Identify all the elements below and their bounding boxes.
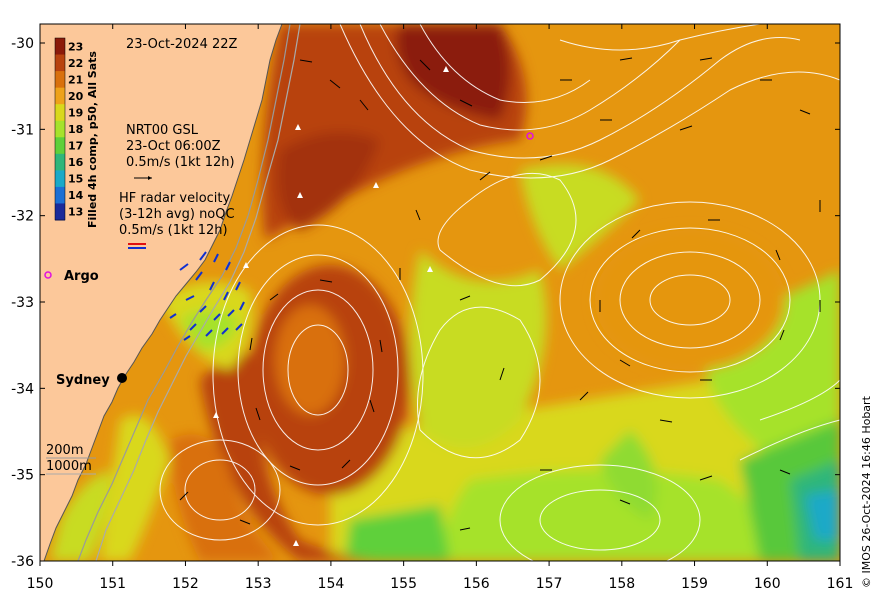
colorbar-tick-label: 15 xyxy=(68,173,83,186)
australia-land xyxy=(40,24,282,561)
colorbar-tick-label: 19 xyxy=(68,106,83,119)
map-plot-area xyxy=(40,24,840,561)
colorbar-swatch xyxy=(55,137,65,155)
x-tick-label: 152 xyxy=(172,576,199,592)
colorbar-swatch xyxy=(55,54,65,72)
colorbar-tick-label: 14 xyxy=(68,189,84,202)
x-tick-label: 160 xyxy=(754,576,781,592)
isobath-200m xyxy=(77,24,291,561)
isobath-1000m xyxy=(95,24,301,561)
colorbar-swatches xyxy=(55,38,65,221)
ssh-contours xyxy=(159,24,840,561)
x-tick-label: 156 xyxy=(463,576,490,592)
colorbar-label: Filled 4h comp, p50, All Sats xyxy=(86,51,99,228)
colorbar-tick-label: 13 xyxy=(68,206,83,219)
sydney-marker: Sydney xyxy=(56,373,127,388)
argo-float-marker[interactable] xyxy=(526,132,534,140)
hf-legend-line3: 0.5m/s (1kt 12h) xyxy=(119,223,228,238)
y-axis: -30 -31 -32 -33 -34 -35 -36 xyxy=(11,36,840,570)
colorbar-swatch xyxy=(55,71,65,89)
x-tick-label: 155 xyxy=(390,576,417,592)
timestamp-label: 23-Oct-2024 22Z xyxy=(126,37,238,52)
colorbar-frame xyxy=(54,37,66,221)
argo-legend-label: Argo xyxy=(64,269,99,284)
colorbar-swatch xyxy=(55,120,65,138)
hf-legend: HF radar velocity (3-12h avg) noQC 0.5m/… xyxy=(119,191,235,249)
colorbar-tick-label: 18 xyxy=(68,123,83,136)
x-tick-label: 161 xyxy=(827,576,854,592)
y-tick-label: -36 xyxy=(11,554,34,570)
colorbar-swatch xyxy=(55,38,65,56)
drifter-marks xyxy=(213,66,449,546)
x-tick-label: 158 xyxy=(608,576,635,592)
colorbar-ticks: 23 22 21 20 19 18 17 16 15 14 13 xyxy=(68,40,84,218)
gsl-legend-line1: NRT00 GSL xyxy=(126,123,199,138)
colorbar-swatch xyxy=(55,104,65,122)
isobath-1000m-label: 1000m xyxy=(46,459,92,474)
x-axis: 150 151 152 153 154 155 156 157 158 159 160 161 xyxy=(27,24,854,592)
y-tick-label: -33 xyxy=(11,295,34,311)
colorbar-swatch xyxy=(55,186,65,204)
map-frame xyxy=(39,23,841,562)
colorbar-tick-label: 21 xyxy=(68,73,83,86)
x-tick-label: 154 xyxy=(318,576,345,592)
colorbar-tick-label: 16 xyxy=(68,156,84,169)
hf-legend-line1: HF radar velocity xyxy=(119,191,231,206)
gsl-legend: NRT00 GSL 23-Oct 06:00Z 0.5m/s (1kt 12h) xyxy=(126,123,235,180)
y-tick-label: -32 xyxy=(11,209,34,225)
credit-label: © IMOS 26-Oct-2024 16:46 Hobart xyxy=(860,395,873,588)
gsl-legend-line2: 23-Oct 06:00Z xyxy=(126,139,221,154)
sst-field xyxy=(50,24,840,561)
colorbar-tick-label: 17 xyxy=(68,140,83,153)
current-vectors xyxy=(179,57,821,531)
x-tick-label: 153 xyxy=(245,576,272,592)
sydney-label: Sydney xyxy=(56,373,110,388)
isobath-200m-label: 200m xyxy=(46,443,83,458)
colorbar: 23 22 21 20 19 18 17 16 15 14 13 Filled 4h comp, p… xyxy=(54,37,99,228)
isobath-legend: 200m 1000m xyxy=(46,443,96,475)
y-tick-label: -35 xyxy=(11,468,34,484)
argo-legend-marker xyxy=(44,271,52,279)
x-tick-label: 150 xyxy=(27,576,54,592)
colorbar-tick-label: 20 xyxy=(68,90,84,103)
sydney-dot xyxy=(117,373,127,383)
colorbar-swatch xyxy=(55,87,65,105)
gsl-scale-arrowhead xyxy=(148,176,152,180)
gsl-legend-line3: 0.5m/s (1kt 12h) xyxy=(126,155,235,170)
colorbar-tick-label: 23 xyxy=(68,40,83,53)
coastline xyxy=(43,24,283,561)
y-tick-label: -31 xyxy=(11,122,34,138)
hf-legend-line2: (3-12h avg) noQC xyxy=(119,207,235,222)
x-tick-label: 159 xyxy=(681,576,708,592)
colorbar-tick-label: 22 xyxy=(68,57,83,70)
colorbar-swatch xyxy=(55,170,65,188)
hf-radar-vectors xyxy=(169,251,245,341)
colorbar-swatch xyxy=(55,203,65,221)
argo-legend: Argo xyxy=(44,269,99,284)
colorbar-swatch xyxy=(55,153,65,171)
y-tick-label: -30 xyxy=(11,36,34,52)
x-tick-label: 157 xyxy=(536,576,563,592)
y-tick-label: -34 xyxy=(11,381,34,397)
x-tick-label: 151 xyxy=(99,576,126,592)
